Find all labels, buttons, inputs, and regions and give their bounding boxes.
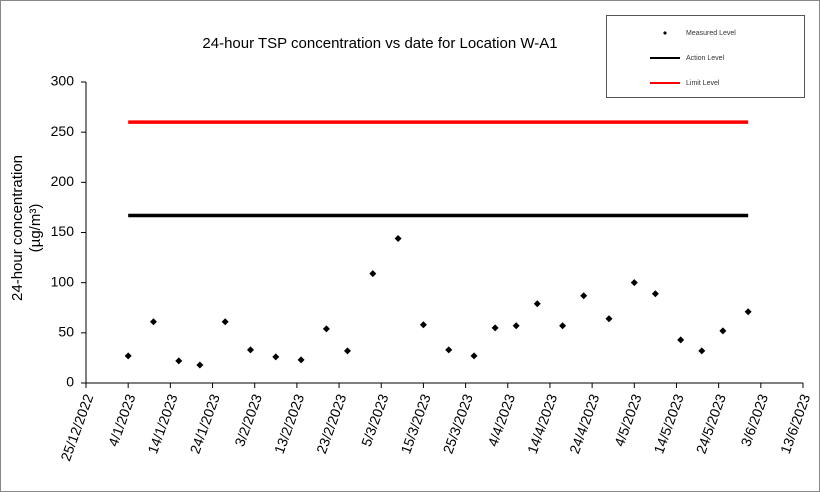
y-axis-label: (µg/m³) — [27, 204, 44, 253]
y-axis-label: 24-hour concentration — [9, 155, 26, 301]
data-point — [630, 279, 638, 287]
data-point — [246, 346, 254, 354]
data-point — [394, 235, 402, 243]
y-tick-label: 300 — [51, 73, 75, 89]
data-point — [651, 290, 659, 298]
data-point — [559, 322, 567, 330]
data-point — [196, 361, 204, 369]
legend-label: Action Level — [686, 55, 725, 62]
data-point — [744, 308, 752, 316]
y-tick-label: 200 — [51, 173, 75, 189]
data-point — [698, 347, 706, 355]
data-point — [322, 325, 330, 333]
y-tick-label: 150 — [51, 223, 75, 239]
data-point — [124, 352, 132, 360]
data-point — [297, 356, 305, 364]
y-tick-label: 100 — [51, 273, 75, 289]
y-tick-label: 0 — [66, 374, 74, 390]
data-point — [719, 327, 727, 335]
data-point — [533, 300, 541, 308]
data-point — [272, 353, 280, 361]
legend-box — [606, 15, 805, 98]
y-tick-label: 50 — [58, 324, 74, 340]
data-point — [221, 318, 229, 326]
data-point — [175, 357, 183, 365]
data-point — [677, 336, 685, 344]
data-point — [445, 346, 453, 354]
data-point — [580, 292, 588, 300]
legend-marker — [663, 31, 667, 35]
legend-label: Limit Level — [686, 80, 720, 87]
data-point — [512, 322, 520, 330]
legend-label: Measured Level — [686, 30, 736, 37]
data-point — [343, 347, 351, 355]
data-point — [369, 270, 377, 278]
data-point — [149, 318, 157, 326]
data-point — [491, 324, 499, 332]
data-point — [419, 321, 427, 329]
data-point — [470, 352, 478, 360]
chart-title: 24-hour TSP concentration vs date for Lo… — [202, 35, 557, 52]
data-point — [605, 315, 613, 323]
y-tick-label: 250 — [51, 123, 75, 139]
